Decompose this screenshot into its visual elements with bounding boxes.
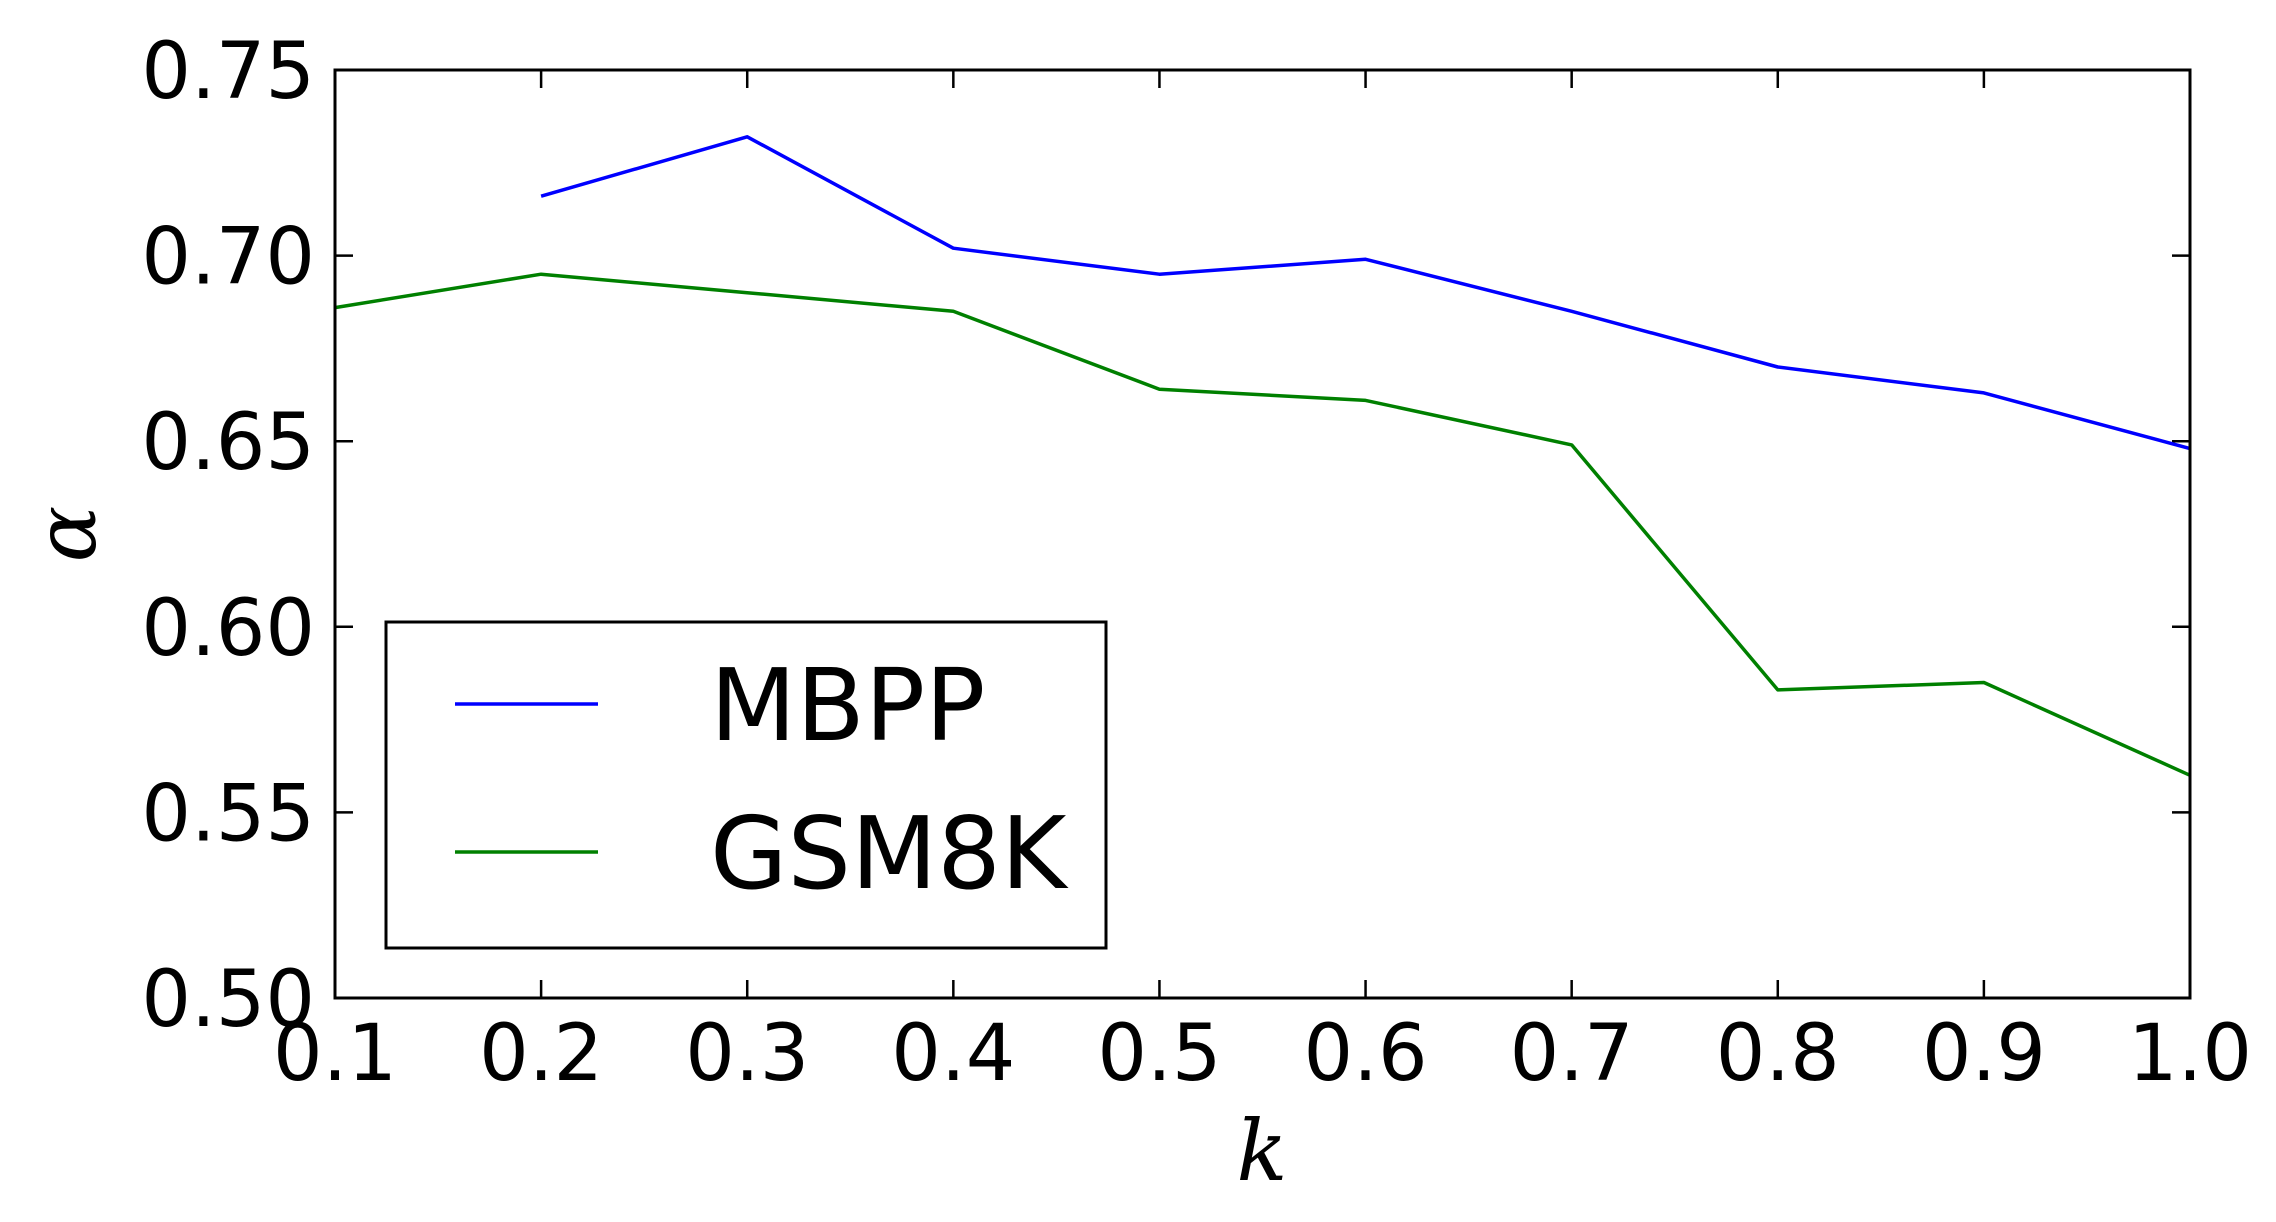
series-line-mbpp <box>540 135 2191 451</box>
ticks-layer <box>333 68 2192 1000</box>
y-tick-label: 0.60 <box>141 584 315 674</box>
x-tick-label: 0.4 <box>891 1009 1015 1099</box>
y-axis-label: α <box>17 506 115 563</box>
y-tick-labels: 0.50 0.55 0.60 0.65 0.70 0.75 <box>141 27 315 1045</box>
x-tick-label: 1.0 <box>2128 1009 2252 1099</box>
x-axis-label: k <box>1237 1102 1288 1200</box>
x-tick-label: 0.9 <box>1922 1009 2046 1099</box>
x-tick-label: 0.7 <box>1510 1009 1634 1099</box>
series-layer <box>334 135 2191 777</box>
y-tick-label: 0.50 <box>141 955 315 1045</box>
legend: MBPP GSM8K <box>384 620 1108 950</box>
x-tick-labels: 0.1 0.2 0.3 0.4 0.5 0.6 0.7 0.8 0.9 1.0 <box>273 1009 2252 1099</box>
legend-box <box>384 620 1108 950</box>
legend-label-mbpp: MBPP <box>710 647 986 764</box>
y-tick-label: 0.65 <box>141 398 315 488</box>
series-line-gsm8k <box>334 272 2191 777</box>
x-tick-label: 0.2 <box>479 1009 603 1099</box>
y-tick-label: 0.55 <box>141 769 315 859</box>
x-tick-label: 0.1 <box>273 1009 397 1099</box>
x-tick-label: 0.8 <box>1716 1009 1840 1099</box>
y-tick-label: 0.75 <box>141 27 315 117</box>
plot-frame <box>333 68 2192 1000</box>
y-tick-label: 0.70 <box>141 213 315 303</box>
legend-label-gsm8k: GSM8K <box>710 795 1069 912</box>
x-tick-label: 0.6 <box>1304 1009 1428 1099</box>
x-tick-label: 0.5 <box>1097 1009 1221 1099</box>
x-tick-label: 0.3 <box>685 1009 809 1099</box>
